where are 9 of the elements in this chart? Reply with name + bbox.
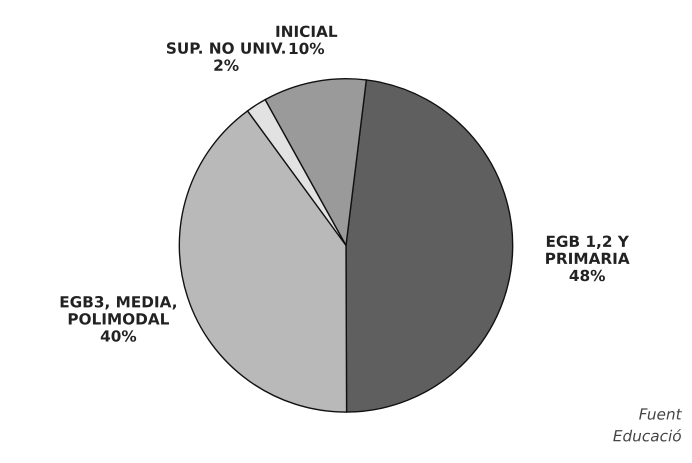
slice-label: EGB 1,2 Y PRIMARIA [546,235,630,264]
slice-label: INICIAL [276,26,338,38]
data-label: 48% [570,270,605,282]
text: Fuent Educació [613,408,682,442]
data-label: 10% [290,42,324,54]
data-label: 2% [214,59,239,71]
slice-label: SUP. NO UNIV. [166,42,285,54]
slice-label: EGB3, MEDIA, POLIMODAL [60,296,176,325]
data-label: 40% [100,330,136,342]
